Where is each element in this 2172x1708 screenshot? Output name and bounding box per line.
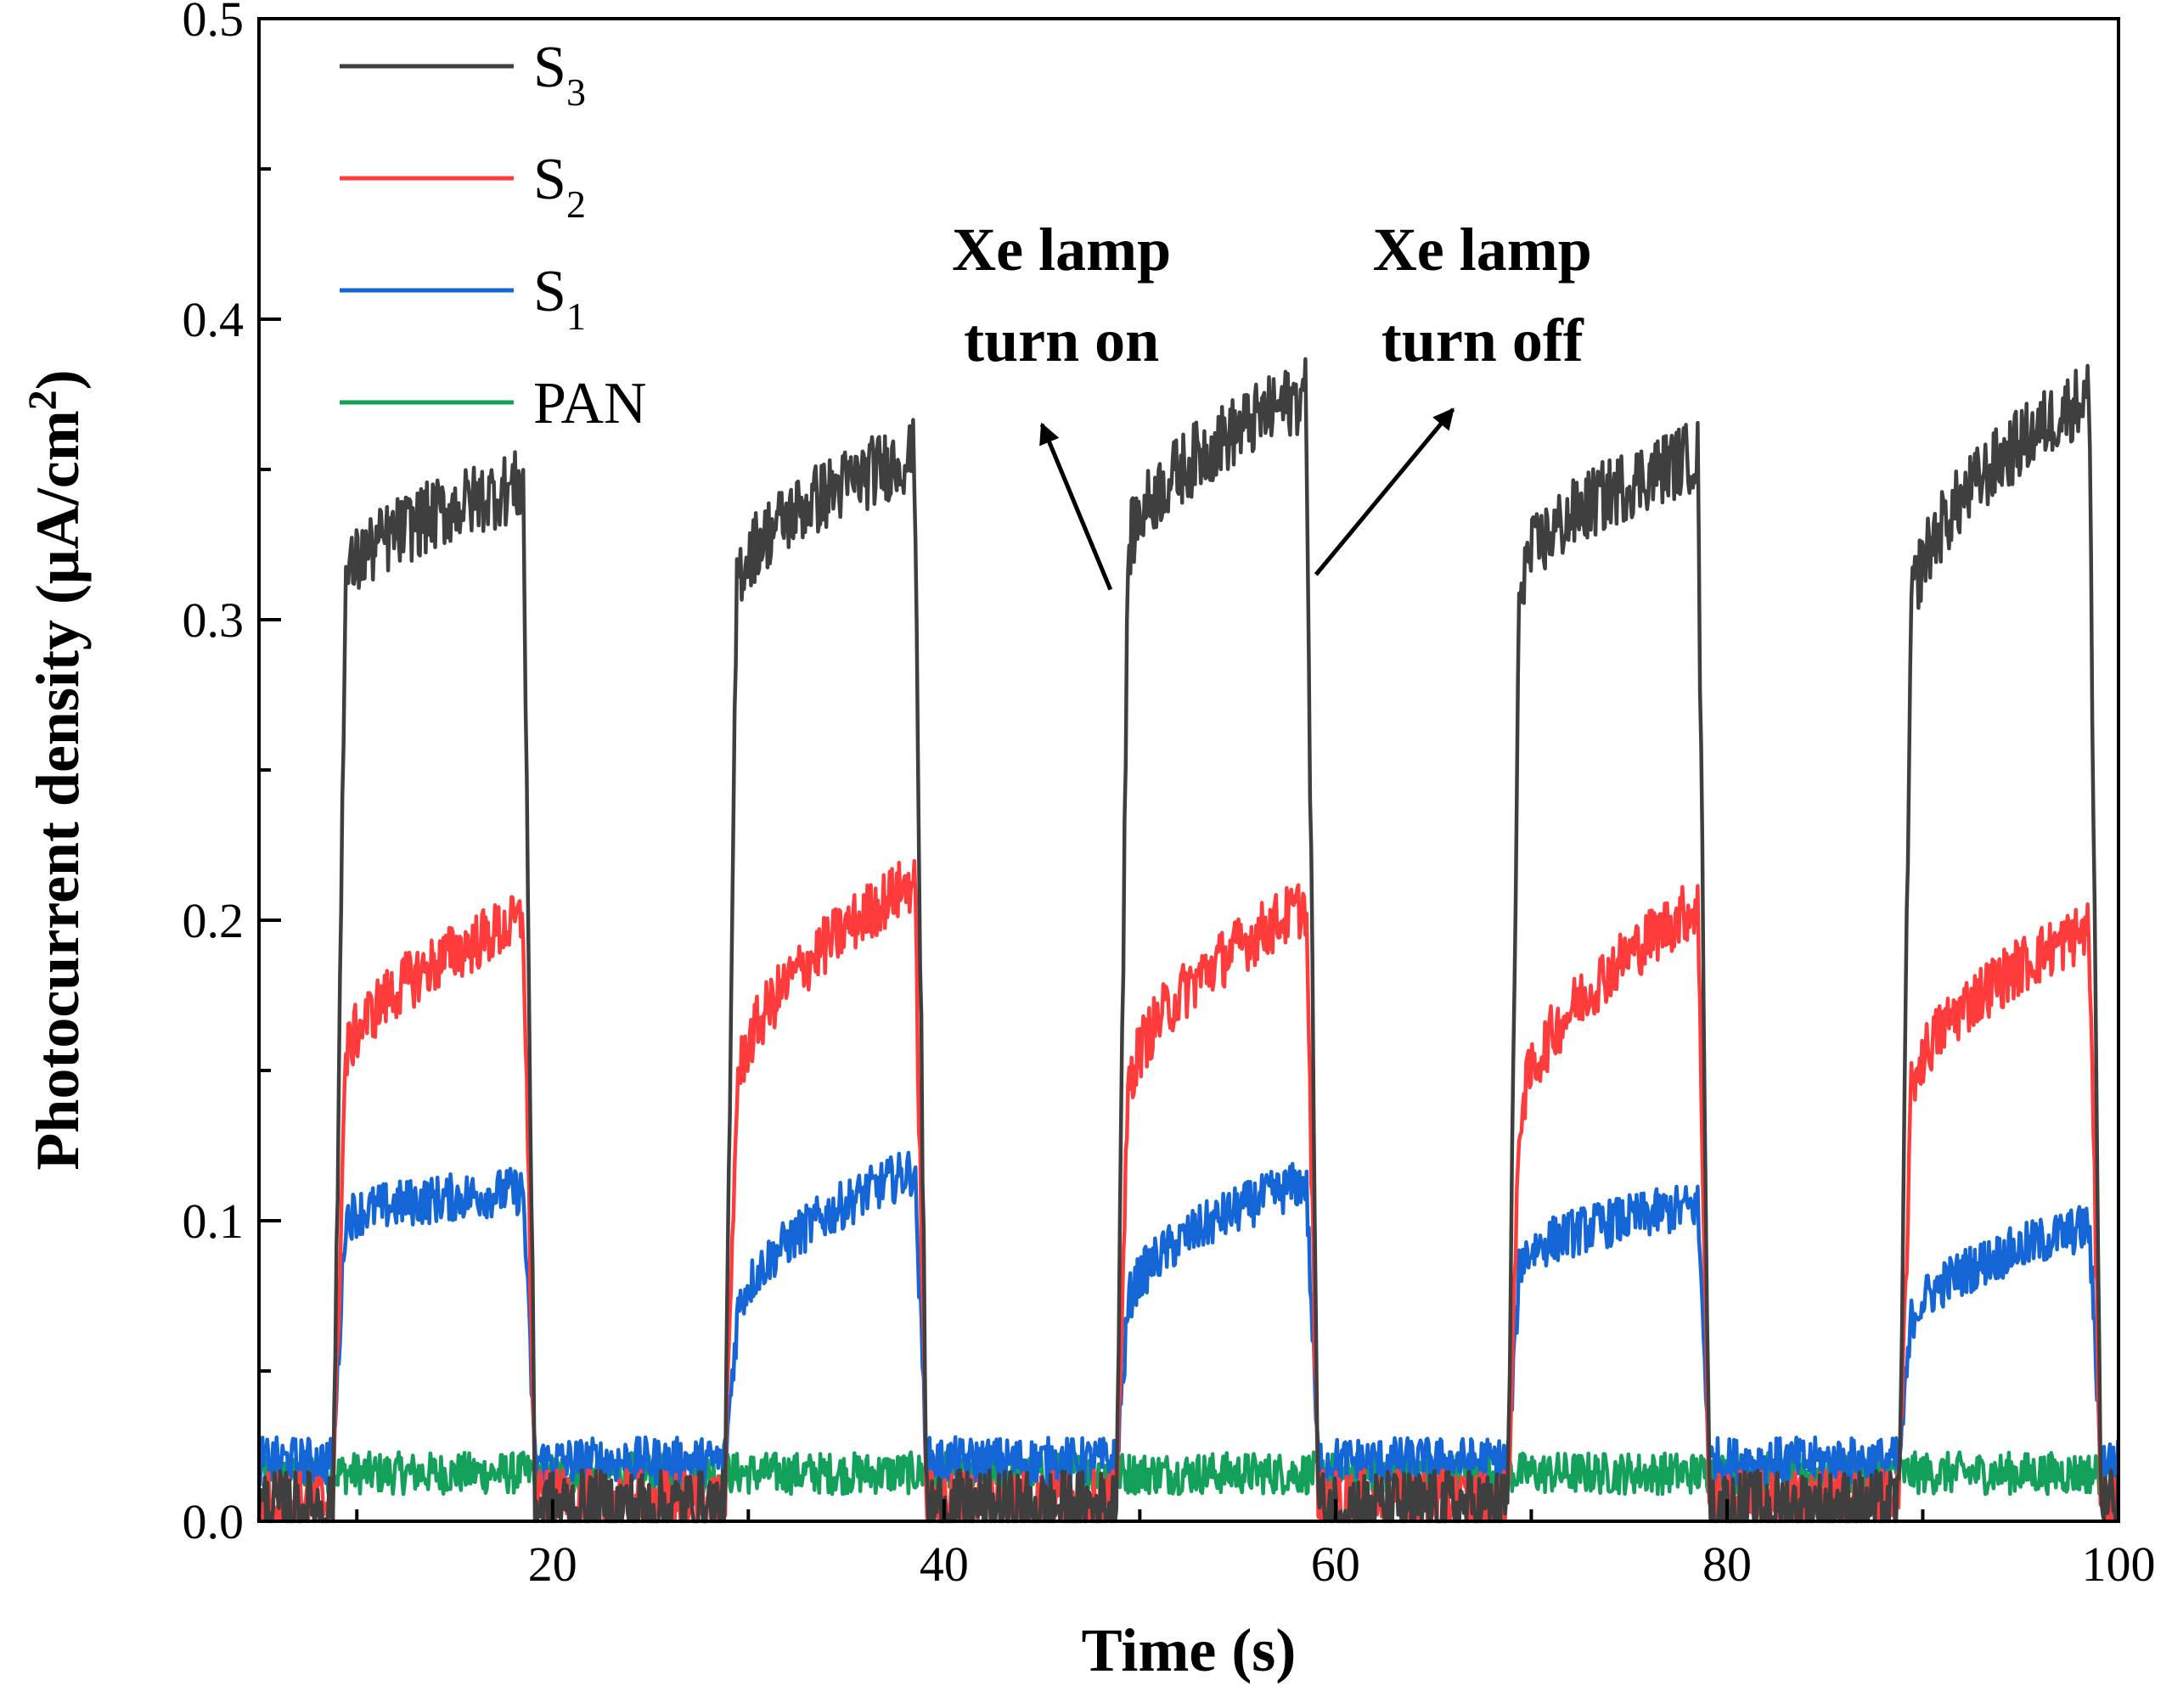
- x-tick-label: 100: [2082, 1537, 2156, 1592]
- legend-label-s1: S1: [533, 259, 586, 338]
- x-tick-label: 20: [528, 1537, 577, 1592]
- x-tick-label: 60: [1311, 1537, 1360, 1592]
- series-line-s3: [256, 357, 2120, 1524]
- y-axis-title-end: ): [24, 369, 92, 390]
- plot-frame: [257, 17, 2120, 1523]
- series-line-s1: [256, 1150, 2120, 1487]
- legend-label-s3: S3: [533, 35, 586, 114]
- annotations: Xe lamp turn on Xe lamp turn off: [952, 216, 1592, 591]
- y-tick-label: 0.0: [183, 1494, 245, 1549]
- y-tick-label: 0.5: [183, 0, 245, 47]
- y-tick-label: 0.4: [183, 292, 245, 347]
- annotation-line1: Xe lamp: [952, 216, 1171, 284]
- series-lines: [256, 357, 2120, 1524]
- y-tick-label: 0.1: [183, 1194, 245, 1249]
- y-axis-title: Photocurrent density (μA/cm2): [20, 369, 92, 1170]
- y-axis-title-sup: 2: [20, 390, 65, 410]
- annotation-line2: turn off: [1381, 306, 1584, 374]
- legend-label-s2: S2: [533, 147, 586, 226]
- axis-ticks: [259, 17, 2120, 1523]
- x-tick-label: 40: [920, 1537, 969, 1592]
- y-axis-title-main: Photocurrent density (μA/cm: [24, 410, 92, 1170]
- annotation-arrow: [1039, 422, 1113, 591]
- legend: S3 S2 S1 PAN: [340, 35, 647, 436]
- y-tick-label: 0.3: [183, 593, 245, 648]
- x-axis-title: Time (s): [1082, 1616, 1297, 1684]
- tick-labels: 20 40 60 80 100 0.0 0.1 0.2 0.3 0.4 0.5: [183, 0, 2156, 1592]
- annotation-arrow: [1314, 407, 1455, 576]
- y-tick-label: 0.2: [183, 893, 245, 948]
- series-line-s2: [256, 858, 2120, 1524]
- annotation-line1: Xe lamp: [1373, 216, 1592, 284]
- x-tick-label: 80: [1702, 1537, 1752, 1592]
- annotation-line2: turn on: [964, 306, 1159, 374]
- legend-label-pan: PAN: [533, 371, 647, 436]
